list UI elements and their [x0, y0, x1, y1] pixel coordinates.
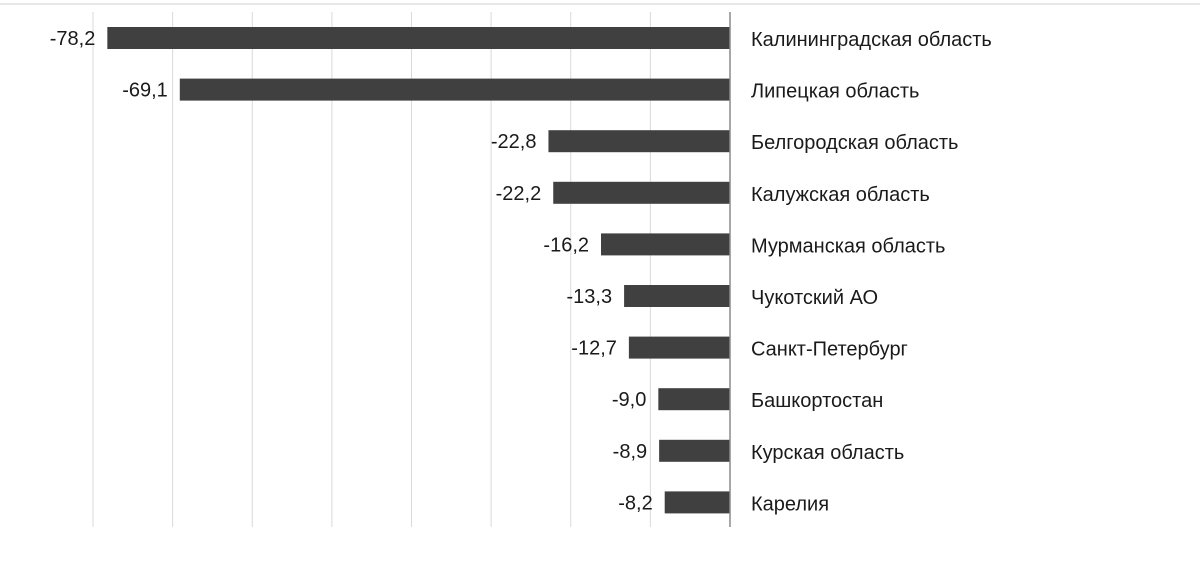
category-label: Липецкая область: [751, 81, 919, 103]
category-label: Курская область: [751, 442, 904, 464]
data-label: -78,2: [50, 28, 96, 50]
data-label: -13,3: [567, 286, 613, 308]
bar: [553, 181, 730, 204]
bars: [107, 27, 730, 514]
category-label: Чукотский АО: [751, 287, 878, 309]
data-label: -22,2: [496, 183, 542, 205]
bar: [624, 285, 730, 307]
bar: [548, 130, 730, 153]
category-label: Калининградская область: [751, 29, 992, 51]
bar: [601, 233, 730, 256]
data-label: -12,7: [571, 338, 617, 360]
bar: [628, 336, 730, 359]
labels: -78,2 Калининградская область -69,1 Липецка…: [50, 28, 992, 515]
bar: [179, 78, 730, 101]
bar: [659, 439, 730, 462]
category-label: Мурманская область: [751, 235, 945, 257]
bar: [658, 388, 730, 411]
category-label: Башкортостан: [751, 390, 883, 412]
category-label: Калужская область: [751, 184, 930, 206]
category-label: Белгородская область: [751, 132, 958, 154]
category-label: Санкт-Петербург: [751, 339, 908, 361]
category-label: Карелия: [751, 493, 829, 515]
data-label: -8,2: [618, 492, 652, 514]
data-label: -22,8: [491, 131, 537, 153]
data-label: -9,0: [612, 389, 646, 411]
data-label: -69,1: [122, 80, 168, 102]
bar: [664, 491, 730, 514]
data-label: -8,9: [613, 441, 647, 463]
data-label: -16,2: [543, 234, 589, 256]
bar: [107, 27, 730, 49]
